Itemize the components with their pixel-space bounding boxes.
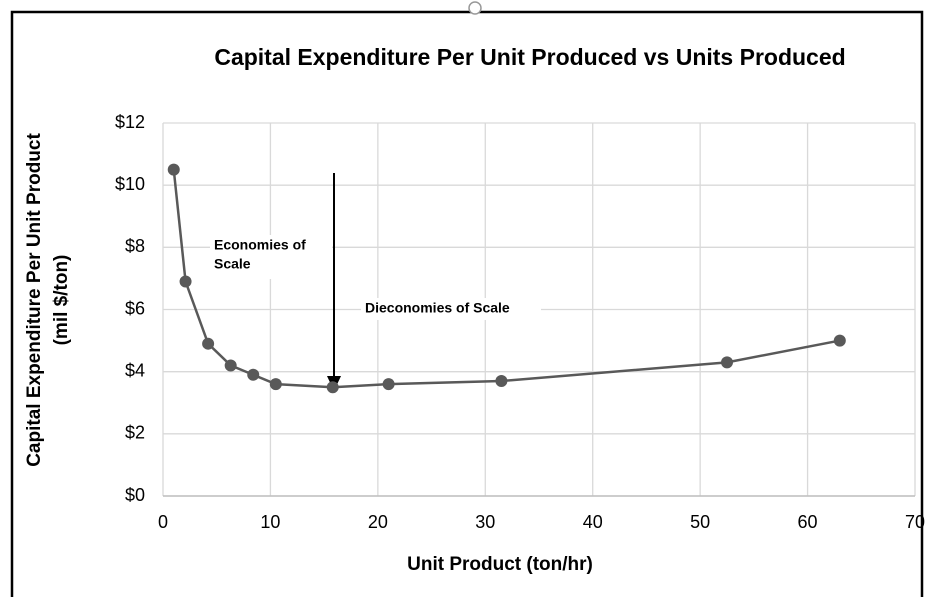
y-tick-label: $6 — [125, 298, 145, 318]
y-tick-label: $0 — [125, 485, 145, 505]
point — [167, 163, 180, 176]
point — [179, 275, 192, 288]
y-tick-label: $10 — [115, 174, 145, 194]
point — [382, 378, 395, 391]
x-tick-label: 20 — [368, 512, 388, 532]
y-tick-label: $12 — [115, 112, 145, 132]
y-axis-label: Capital Expenditure Per Unit Product — [24, 133, 45, 467]
x-tick-label: 40 — [583, 512, 603, 532]
frame — [10, 10, 924, 597]
x-axis-label: Unit Product (ton/hr) — [407, 554, 593, 575]
x-tick-label: 30 — [475, 512, 495, 532]
x-tick-label: 10 — [260, 512, 280, 532]
y-tick-label: $8 — [125, 236, 145, 256]
marks — [167, 163, 846, 394]
x-tick-label: 0 — [158, 512, 168, 532]
y-axis-label: (mil $/ton) — [51, 255, 72, 346]
annotation-box — [210, 235, 332, 279]
point — [833, 334, 846, 347]
chart-title: Capital Expenditure Per Unit Produced vs… — [214, 44, 845, 70]
x-tick-label: 70 — [905, 512, 925, 532]
point — [247, 368, 260, 381]
point — [202, 337, 215, 350]
point — [326, 381, 339, 394]
frame-handle — [468, 1, 482, 15]
point — [495, 374, 508, 387]
y-tick-label: $2 — [125, 423, 145, 443]
x-tick-label: 60 — [798, 512, 818, 532]
annotations: Economies of Scale Dieconomies of Scale — [210, 173, 541, 391]
annotation-text: Scale — [214, 256, 251, 272]
annotation-text: Dieconomies of Scale — [365, 300, 510, 316]
annotation-box — [361, 298, 541, 320]
x-tick-label: 50 — [690, 512, 710, 532]
point — [269, 378, 282, 391]
annotation-text: Economies of — [214, 237, 306, 253]
point — [721, 356, 733, 369]
y-tick-label: $4 — [125, 360, 145, 380]
point — [224, 359, 237, 372]
